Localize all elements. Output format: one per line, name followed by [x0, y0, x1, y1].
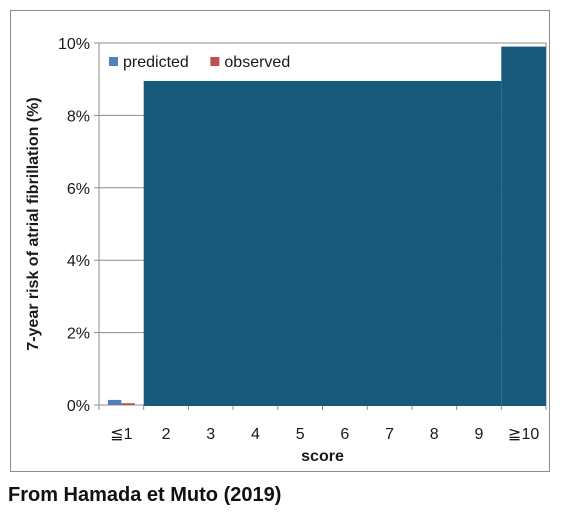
x-tick-label: ≧10: [508, 426, 539, 443]
x-tick-label: ≦1: [110, 426, 132, 443]
chart-frame: 0% 2% 4% 6% 8% 10% ≦1 2 3 4 5 6 7 8 9 ≧10 score 7-year ri…: [10, 10, 550, 472]
y-tick-label: 8%: [67, 108, 90, 125]
x-tick-label: 7: [385, 426, 394, 443]
bar-predicted: [107, 399, 122, 405]
legend-label-predicted: predicted: [123, 54, 189, 71]
x-tick-label: 8: [430, 426, 439, 443]
x-tick-label: 6: [340, 426, 349, 443]
x-tick-label: 2: [162, 426, 171, 443]
y-tick-label: 10%: [58, 36, 90, 53]
y-tick-label: 4%: [67, 253, 90, 270]
y-tick-label: 0%: [67, 398, 90, 415]
x-tick-label: 4: [251, 426, 260, 443]
legend-swatch-predicted: [109, 57, 118, 66]
y-axis-title: 7-year risk of atrial fibrillation (%): [25, 97, 42, 350]
chart-svg: 0% 2% 4% 6% 8% 10% ≦1 2 3 4 5 6 7 8 9 ≧10 score 7-year ri…: [25, 36, 547, 465]
x-tick-label: 5: [296, 426, 305, 443]
legend-label-observed: observed: [224, 54, 290, 71]
y-tick-label: 6%: [67, 181, 90, 198]
caption: From Hamada et Muto (2019): [8, 484, 282, 506]
legend-swatch-observed: [210, 57, 220, 66]
y-tick-label: 2%: [67, 326, 90, 343]
overlay-block: [501, 46, 546, 407]
x-tick-label: 9: [474, 426, 483, 443]
x-tick-label: 3: [206, 426, 215, 443]
x-axis-title: score: [301, 448, 344, 465]
bar-observed: [121, 403, 135, 405]
overlay-block: [143, 81, 502, 406]
